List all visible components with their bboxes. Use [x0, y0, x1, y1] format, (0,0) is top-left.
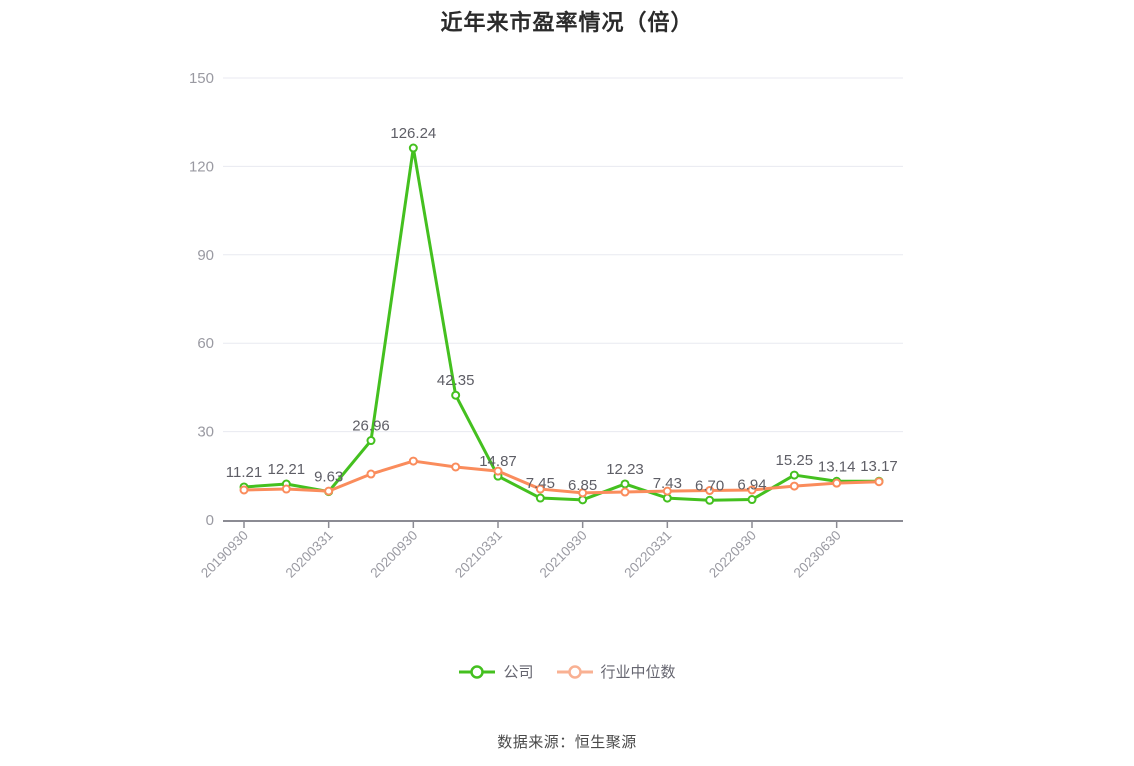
series-company-point-label: 15.25	[776, 452, 814, 469]
y-axis-tick-label: 60	[197, 335, 214, 352]
series-company-point-label: 6.85	[568, 477, 597, 494]
series-company-point	[789, 470, 799, 480]
series-company-point-label: 13.17	[860, 458, 898, 475]
series-company-point	[408, 143, 418, 153]
industry-median-series-legend-icon	[556, 664, 593, 679]
series-industry-median-point	[324, 486, 334, 496]
series-industry-median-point	[578, 488, 588, 498]
x-axis-tick-label: 20210930	[537, 528, 590, 581]
y-axis-tick-label: 150	[189, 70, 214, 87]
series-company-point	[662, 493, 672, 503]
series-company-point	[620, 479, 630, 489]
series-industry-median-point	[789, 481, 799, 491]
chart-title: 近年来市盈率情况（倍）	[440, 10, 694, 35]
y-axis-tick-label: 120	[189, 158, 214, 175]
legend-label-industry-median: 行业中位数	[600, 664, 676, 681]
x-axis-tick-label: 20220331	[621, 528, 674, 581]
series-industry-median-point	[451, 462, 461, 472]
data-source: 数据来源：恒生聚源	[497, 734, 637, 751]
x-axis-tick-label: 20200331	[283, 528, 336, 581]
x-axis-tick-label: 20210331	[452, 528, 505, 581]
series-company-point-label: 42.35	[437, 372, 475, 389]
series-industry-median-point	[620, 487, 630, 497]
y-axis-tick-label: 0	[206, 512, 214, 529]
series-industry-median-point	[366, 469, 376, 479]
x-axis-tick-label: 20190930	[198, 528, 251, 581]
legend-item-industry-median[interactable]: 行业中位数	[556, 661, 676, 682]
chart-legend: 公司 行业中位数	[0, 661, 1134, 682]
series-company-point-label: 7.43	[653, 475, 682, 492]
series-company-point	[747, 495, 757, 505]
series-company-point-label: 6.70	[695, 477, 724, 494]
series-company-point-label: 9.63	[314, 469, 343, 486]
y-axis-tick-label: 90	[197, 247, 214, 264]
series-company-point-label: 26.96	[352, 418, 390, 435]
series-industry-median-point	[832, 478, 842, 488]
series-industry-median-point	[493, 466, 503, 476]
series-industry-median-point	[662, 486, 672, 496]
series-industry-median-point	[747, 485, 757, 495]
series-company-point	[366, 436, 376, 446]
series-industry-median-point	[239, 485, 249, 495]
x-axis-tick-label: 20200930	[367, 528, 420, 581]
series-industry-median-point	[281, 484, 291, 494]
legend-item-company[interactable]: 公司	[458, 661, 534, 682]
series-company-point	[535, 493, 545, 503]
legend-label-company: 公司	[503, 664, 534, 681]
series-company-point-label: 14.87	[479, 453, 517, 470]
series-company-point-label: 6.94	[737, 477, 766, 494]
series-company-point-label: 7.45	[526, 475, 555, 492]
series-company-point-label: 13.14	[818, 458, 856, 475]
company-series-legend-icon	[459, 664, 496, 679]
series-industry-median-point	[874, 477, 884, 487]
series-company-point-label: 12.21	[268, 461, 306, 478]
series-industry-median-point	[705, 486, 715, 496]
series-company-line	[243, 146, 879, 502]
series-company-point-label: 11.21	[226, 464, 262, 481]
series-company-point	[705, 495, 715, 505]
series-industry-median-line	[243, 459, 880, 495]
y-axis-tick-label: 30	[197, 424, 214, 441]
series-company-point	[451, 390, 461, 400]
series-industry-median-point	[408, 456, 418, 466]
series-company-point-label: 126.24	[390, 125, 436, 142]
x-axis-tick-label: 20230630	[791, 528, 844, 581]
x-axis-tick-label: 20220930	[706, 528, 759, 581]
series-company-point-label: 12.23	[606, 461, 644, 478]
series-industry-median-point	[535, 484, 545, 494]
pe-ratio-line-chart: 0 30 60 90 120 150 20190930 20200331 20200930 202…	[189, 70, 903, 581]
